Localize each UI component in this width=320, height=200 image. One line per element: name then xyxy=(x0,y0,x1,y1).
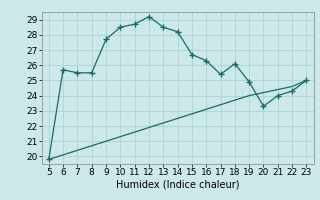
X-axis label: Humidex (Indice chaleur): Humidex (Indice chaleur) xyxy=(116,180,239,190)
